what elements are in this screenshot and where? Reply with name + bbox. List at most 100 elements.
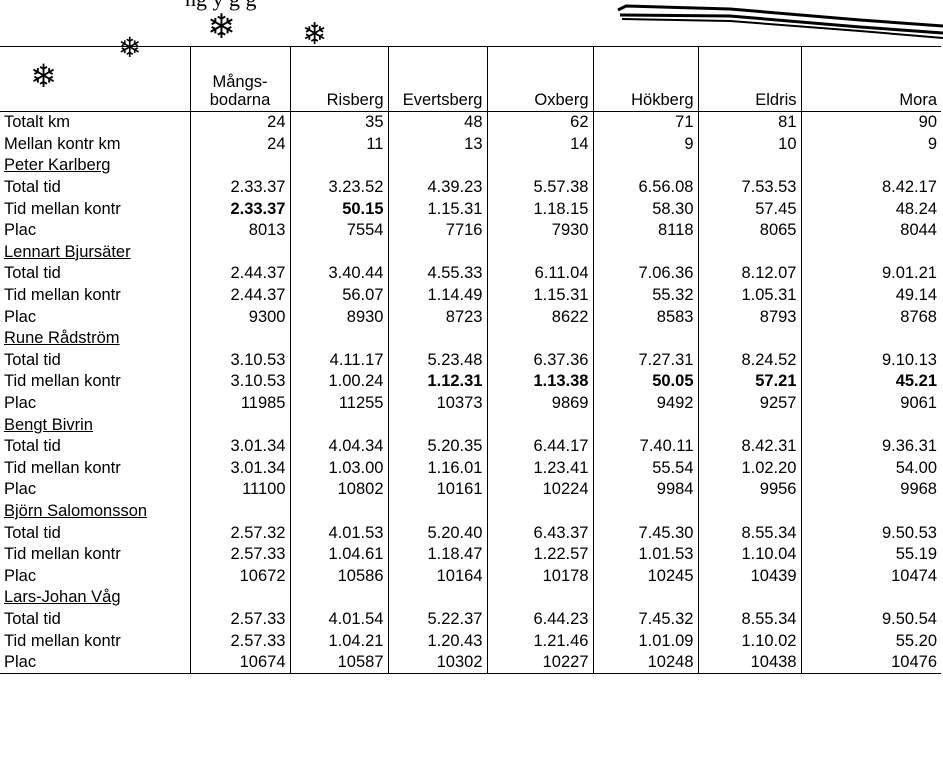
table-row: Total tid 2.44.37 3.40.44 4.55.33 6.11.04 7.0… [0,263,941,285]
table-cell: 55.54 [592,457,698,480]
table-cell: 1.03.00 [289,457,388,480]
table-cell: 1.13.38 [486,371,593,393]
table-cell: 9061 [800,392,941,415]
empty-cell [387,327,487,350]
table-cell: 2.57.33 [189,608,290,631]
empty-cell [289,241,388,264]
table-cell: 8118 [592,219,698,242]
table-cell: 6.11.04 [486,263,593,285]
table-cell: 3.01.34 [189,435,290,458]
table-cell: 58.30 [592,198,698,220]
empty-cell [289,155,388,177]
table-body: Totalt km 24 35 48 62 71 81 90 Mellan kontr km 24… [0,111,941,675]
empty-cell [800,414,941,436]
row-label: Tid mellan kontr [4,545,121,564]
table-cell: 8768 [800,306,941,328]
table-cell: 3.23.52 [289,176,388,199]
skier-name-row: Peter Karlberg [0,155,941,177]
empty-cell [486,587,593,609]
table-row: Tid mellan kontr 3.01.34 1.03.00 1.16.01 1.2… [0,457,941,480]
table-cell: 49.14 [800,284,941,307]
empty-cell [486,241,593,264]
table-row: Tid mellan kontr 2.44.37 56.07 1.14.49 1.15.… [0,284,941,307]
table-cell: 7.27.31 [592,349,698,372]
row-label: Plac [0,651,190,675]
table-row: Plac 11985 11255 10373 9869 9492 9257 9061 [0,392,941,415]
table-cell: 5.20.35 [387,435,487,458]
table-cell: 1.12.31 [387,371,487,393]
table-cell: 10164 [387,565,487,588]
table-cell: 3.10.53 [189,371,290,393]
table-cell: 9.50.53 [800,522,941,544]
table-cell: 45.21 [800,371,941,393]
table-cell: 7.06.36 [592,263,698,285]
table-cell: 2.33.37 [189,176,290,199]
table-cell: 9300 [189,306,290,328]
table-cell: 1.02.20 [697,457,801,480]
empty-cell [697,587,801,609]
table-row: Tid mellan kontr 2.57.33 1.04.21 1.20.43 1.2… [0,630,941,652]
column-header: Risberg [289,46,388,112]
row-label: Total tid [4,437,61,456]
empty-cell [800,500,941,523]
empty-cell [486,414,593,436]
row-label: Tid mellan kontr [4,199,121,218]
table-cell: 4.01.53 [289,522,388,544]
table-cell: 14 [486,133,593,156]
table-cell: 3.01.34 [189,457,290,480]
column-header: Hökberg [592,46,698,112]
table-cell: 10587 [289,651,388,675]
table-row: Tid mellan kontr 2.57.33 1.04.61 1.18.47 1.2… [0,543,941,566]
table-cell: 1.15.31 [486,284,593,307]
table-cell: 10248 [592,651,698,675]
empty-cell [189,327,290,350]
table-row: Plac 10672 10586 10164 10178 10245 10439 10474 [0,565,941,588]
table-cell: 8.55.34 [697,522,801,544]
skier-name: Lennart Bjursäter [4,242,131,261]
empty-cell [592,414,698,436]
table-cell: 1.10.04 [697,543,801,566]
table-cell: 9 [800,133,941,156]
table-cell: 9 [592,133,698,156]
empty-cell [387,155,487,177]
table-cell: 5.22.37 [387,608,487,631]
table-row: Plac 9300 8930 8723 8622 8583 8793 8768 [0,306,941,328]
empty-cell [697,241,801,264]
empty-cell [697,414,801,436]
table-cell: 8723 [387,306,487,328]
table-cell: 10586 [289,565,388,588]
snowflake-icon: ❄ [302,17,328,52]
row-label: Plac [4,307,37,326]
table-cell: 7.53.53 [697,176,801,199]
skier-name: Lars-Johan Våg [4,588,121,607]
table-cell: 56.07 [289,284,388,307]
table-cell: 71 [592,111,698,134]
row-label: Plac [4,480,37,499]
table-cell: 1.04.61 [289,543,388,566]
table-cell: 50.15 [289,198,388,220]
table-cell: 10302 [387,651,487,675]
empty-cell [486,155,593,177]
table-cell: 8583 [592,306,698,328]
table-cell: 11100 [189,479,290,501]
table-row: Total tid 3.01.34 4.04.34 5.20.35 6.44.17 7.4… [0,435,941,458]
skier-name-row: Rune Rådström [0,327,941,350]
table-cell: 1.01.09 [592,630,698,652]
empty-cell [592,155,698,177]
table-cell: 8.42.17 [800,176,941,199]
table-cell: 7.40.11 [592,435,698,458]
empty-cell [697,155,801,177]
empty-cell [486,327,593,350]
table-cell: 5.20.40 [387,522,487,544]
table-cell: 11 [289,133,388,156]
table-cell: 4.11.17 [289,349,388,372]
row-label: Total tid [4,523,61,542]
skier-name-row: Lars-Johan Våg [0,587,941,609]
empty-cell [387,500,487,523]
table-cell: 11255 [289,392,388,415]
row-label: Totalt km [4,113,71,132]
table-cell: 9.01.21 [800,263,941,285]
table-cell: 8065 [697,219,801,242]
table-cell: 1.23.41 [486,457,593,480]
table-cell: 1.16.01 [387,457,487,480]
